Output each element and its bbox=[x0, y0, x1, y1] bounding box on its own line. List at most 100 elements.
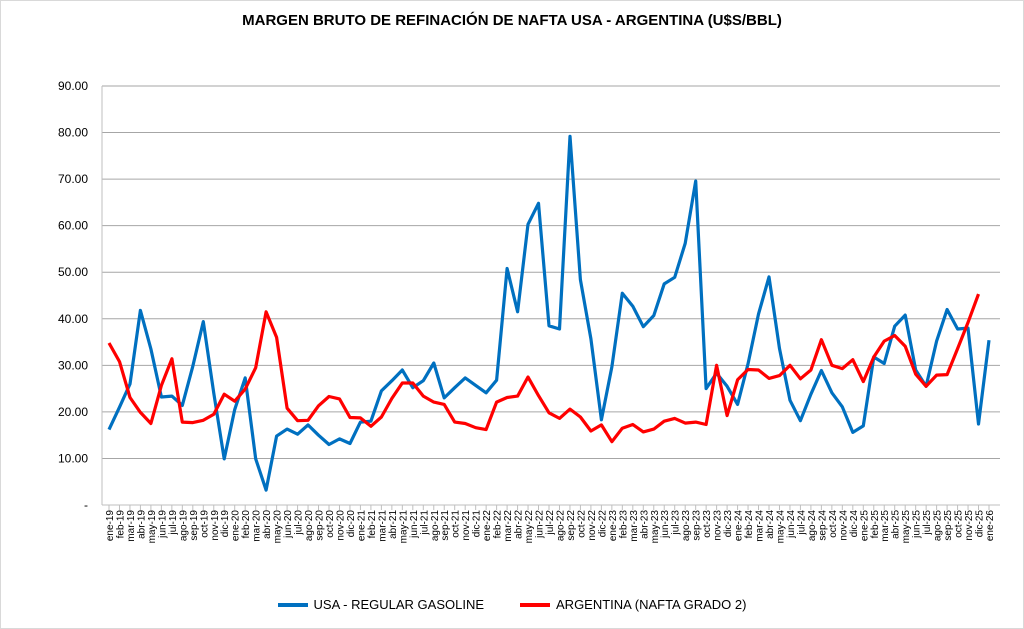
x-tick-label: mar-23 bbox=[629, 510, 640, 542]
x-tick-label: ago-20 bbox=[304, 510, 315, 542]
x-tick-label: jun-21 bbox=[409, 510, 420, 539]
x-tick-label: ago-25 bbox=[933, 510, 944, 542]
x-tick-label: ago-22 bbox=[555, 510, 566, 542]
x-tick-label: nov-21 bbox=[461, 510, 472, 541]
chart-title: MARGEN BRUTO DE REFINACIÓN DE NAFTA USA … bbox=[242, 12, 782, 29]
x-tick-label: nov-19 bbox=[210, 510, 221, 541]
x-tick-label: dic-24 bbox=[849, 510, 860, 538]
legend-label-argentina: ARGENTINA (NAFTA GRADO 2) bbox=[556, 597, 747, 612]
x-tick-label: sep-23 bbox=[692, 510, 703, 541]
x-tick-label: jul-20 bbox=[294, 510, 305, 536]
x-tick-label: jul-22 bbox=[545, 510, 556, 536]
x-tick-label: mar-24 bbox=[755, 510, 766, 542]
legend-swatch-argentina bbox=[520, 602, 551, 607]
x-tick-label: ene-21 bbox=[356, 510, 367, 542]
x-tick-label: jun-22 bbox=[535, 510, 546, 539]
x-tick-label: nov-23 bbox=[713, 510, 724, 541]
x-tick-label: mar-19 bbox=[126, 510, 137, 542]
series-line-argentina bbox=[107, 293, 981, 444]
x-tick-label: jun-20 bbox=[283, 510, 294, 539]
x-tick-label: dic-19 bbox=[220, 510, 231, 538]
x-tick-label: feb-22 bbox=[493, 510, 504, 539]
x-tick-label: nov-25 bbox=[964, 510, 975, 541]
x-tick-label: jun-24 bbox=[786, 510, 797, 539]
x-tick-label: may-20 bbox=[273, 510, 284, 544]
x-tick-label: jun-23 bbox=[660, 510, 671, 539]
x-tick-label: may-21 bbox=[398, 510, 409, 544]
x-tick-label: nov-24 bbox=[838, 510, 849, 541]
y-tick-label: 50.00 bbox=[58, 265, 88, 279]
x-tick-label: ene-19 bbox=[105, 510, 116, 542]
x-tick-label: ago-24 bbox=[807, 510, 818, 542]
y-tick-label: - bbox=[84, 498, 88, 512]
x-tick-label: dic-25 bbox=[975, 510, 986, 538]
x-tick-label: sep-19 bbox=[189, 510, 200, 541]
x-tick-label: may-25 bbox=[901, 510, 912, 544]
x-tick-label: dic-20 bbox=[346, 510, 357, 538]
x-tick-label: ago-23 bbox=[681, 510, 692, 542]
x-tick-label: sep-24 bbox=[817, 510, 828, 541]
legend-item-argentina: ARGENTINA (NAFTA GRADO 2) bbox=[520, 597, 746, 612]
y-tick-label: 20.00 bbox=[58, 405, 88, 419]
x-tick-label: sep-22 bbox=[566, 510, 577, 541]
legend-item-usa: USA - REGULAR GASOLINE bbox=[277, 597, 485, 612]
y-tick-label: 40.00 bbox=[58, 312, 88, 326]
x-tick-label: feb-20 bbox=[241, 510, 252, 539]
x-tick-label: ene-24 bbox=[734, 510, 745, 542]
x-tick-label: feb-23 bbox=[618, 510, 629, 539]
x-tick-label: jun-25 bbox=[912, 510, 923, 539]
x-tick-label: dic-23 bbox=[723, 510, 734, 538]
x-tick-label: nov-22 bbox=[587, 510, 598, 541]
x-tick-label: dic-22 bbox=[597, 510, 608, 538]
x-tick-label: ene-25 bbox=[859, 510, 870, 542]
y-tick-label: 10.00 bbox=[58, 451, 88, 465]
x-tick-label: jun-19 bbox=[157, 510, 168, 539]
x-tick-label: oct-22 bbox=[576, 510, 587, 538]
x-tick-label: ago-19 bbox=[178, 510, 189, 542]
series-line-usa bbox=[107, 134, 991, 492]
x-tick-label: may-22 bbox=[524, 510, 535, 544]
x-tick-label: abr-22 bbox=[514, 510, 525, 539]
x-tick-label: may-24 bbox=[775, 510, 786, 544]
x-tick-label: abr-25 bbox=[891, 510, 902, 539]
x-tick-label: sep-21 bbox=[440, 510, 451, 541]
y-tick-label: 90.00 bbox=[58, 79, 88, 93]
x-tick-label: oct-23 bbox=[702, 510, 713, 538]
x-tick-label: nov-20 bbox=[335, 510, 346, 541]
x-tick-label: may-23 bbox=[650, 510, 661, 544]
y-tick-label: 30.00 bbox=[58, 358, 88, 372]
legend-label-usa: USA - REGULAR GASOLINE bbox=[313, 597, 485, 612]
x-tick-label: sep-20 bbox=[315, 510, 326, 541]
legend-swatch-usa bbox=[277, 602, 308, 607]
x-tick-label: feb-19 bbox=[115, 510, 126, 539]
x-tick-label: jul-23 bbox=[671, 510, 682, 536]
x-tick-label: jul-25 bbox=[922, 510, 933, 536]
x-tick-label: jul-24 bbox=[796, 510, 807, 536]
x-tick-label: mar-21 bbox=[377, 510, 388, 542]
x-tick-label: abr-19 bbox=[136, 510, 147, 539]
x-tick-label: abr-23 bbox=[639, 510, 650, 539]
x-tick-label: may-19 bbox=[147, 510, 158, 544]
y-tick-label: 70.00 bbox=[58, 172, 88, 186]
x-tick-label: feb-25 bbox=[870, 510, 881, 539]
x-tick-label: ago-21 bbox=[430, 510, 441, 542]
x-tick-label: abr-20 bbox=[262, 510, 273, 539]
x-tick-label: abr-24 bbox=[765, 510, 776, 539]
x-tick-label: ene-20 bbox=[231, 510, 242, 542]
x-tick-label: ene-26 bbox=[985, 510, 996, 542]
x-tick-label: oct-19 bbox=[199, 510, 210, 538]
x-tick-label: dic-21 bbox=[472, 510, 483, 538]
x-tick-label: oct-25 bbox=[954, 510, 965, 538]
x-tick-label: feb-24 bbox=[744, 510, 755, 539]
x-tick-label: jul-21 bbox=[419, 510, 430, 536]
x-tick-label: jul-19 bbox=[168, 510, 179, 536]
x-tick-label: oct-24 bbox=[828, 510, 839, 538]
x-tick-label: ene-23 bbox=[608, 510, 619, 542]
x-tick-label: sep-25 bbox=[943, 510, 954, 541]
x-tick-label: oct-20 bbox=[325, 510, 336, 538]
x-tick-label: mar-20 bbox=[252, 510, 263, 542]
x-tick-label: mar-22 bbox=[503, 510, 514, 542]
x-tick-label: mar-25 bbox=[880, 510, 891, 542]
x-tick-label: oct-21 bbox=[451, 510, 462, 538]
